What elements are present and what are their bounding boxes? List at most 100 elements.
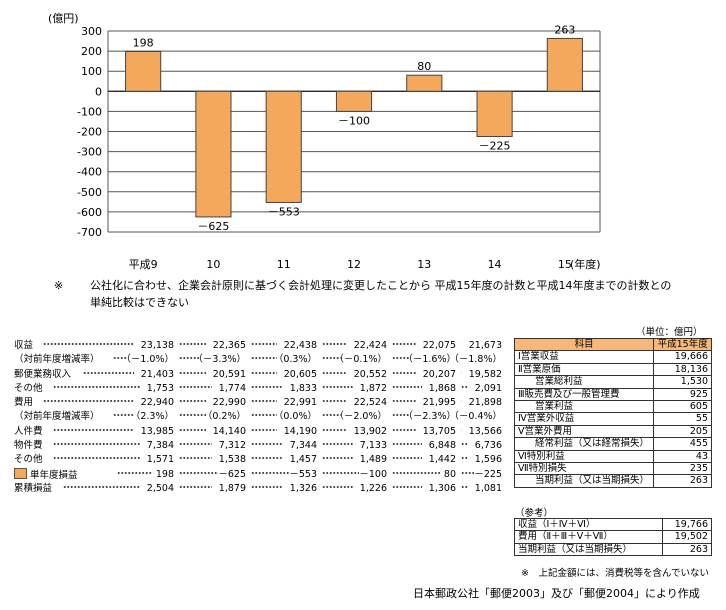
leader-dots: ・・・・・・・・・・・・・・・・・・・・・・・・・・・・・・ [389,340,416,351]
leader-dots: ・・・・・・・・・・・・・・・・・・・・・・・・・・・・・・ [114,468,152,480]
leader-dots: ・・・・・・・・・・・・・・・・・・・・・・・・・・・・・・ [458,340,462,351]
summary-row: 人件費・・・・・・・・・・・・・・・・・・・・・・・・・・・・・・13,985・… [14,425,506,439]
leader-dots: ・・・・・・・・・・・・・・・・・・・・・・・・・・・・・・ [50,454,140,466]
leader-dots: ・・・・・・・・・・・・・・・・・・・・・・・・・・・・・・ [319,354,341,366]
table-label-cell: 経常利益（又は経常損失） [513,437,655,451]
summary-cell: 2,091 [474,382,502,394]
leader-dots: ・・・・・・・・・・・・・・・・・・・・・・・・・・・・・・ [248,397,277,409]
summary-cell: 19,582 [468,368,502,380]
x-tick-label: 12 [347,258,361,271]
summary-cell: 13,985 [140,425,174,437]
summary-cell: （0.2%） [202,411,246,423]
bar [546,37,583,92]
summary-row-label: 人件費 [14,425,43,439]
summary-row-label-text: 費用 [14,397,34,409]
summary-cell: 1,833 [289,382,317,394]
summary-cell: 22,075 [422,340,456,351]
leader-dots: ・・・・・・・・・・・・・・・・・・・・・・・・・・・・・・ [176,468,218,480]
table-value-cell: 263 [661,542,713,557]
summary-cell: 2,504 [146,482,174,494]
reference-table: 収益（Ⅰ＋Ⅳ＋Ⅵ） 19,766 費用（Ⅱ＋Ⅲ＋Ⅴ＋Ⅶ） 19,502 当期利益（又は当… [514,517,713,557]
leader-dots: ・・・・・・・・・・・・・・・・・・・・・・・・・・・・・・ [40,340,134,351]
table-value-cell: 205 [653,424,712,439]
leader-dots: ・・・・・・・・・・・・・・・・・・・・・・・・・・・・・・ [176,440,212,452]
table-row: 当期利益（又は当期損失） 263 [514,542,713,557]
y-tick-label: -200 [77,126,102,139]
summary-cell: （－3.3%） [193,354,246,366]
y-tick-label: -300 [77,146,102,159]
table-label-cell: 費用（Ⅱ＋Ⅲ＋Ⅴ＋Ⅶ） [514,530,663,544]
table-value-cell: 605 [653,400,712,414]
summary-cell: 21,898 [468,397,502,409]
summary-cell: 7,312 [218,440,246,452]
leader-dots: ・・・・・・・・・・・・・・・・・・・・・・・・・・・・・・ [176,354,200,366]
leader-dots: ・・・・・・・・・・・・・・・・・・・・・・・・・・・・・・ [176,411,206,423]
summary-cell: （－1.8%） [449,354,502,366]
table-row: 当期利益（又は当期損失） 263 [513,474,712,488]
summary-row-label: 単年度損益 [14,467,78,483]
leader-dots: ・・・・・・・・・・・・・・・・・・・・・・・・・・・・・・ [176,425,206,437]
leader-dots: ・・・・・・・・・・・・・・・・・・・・・・・・・・・・・・ [389,468,440,480]
summary-cell: 13,902 [353,425,387,437]
leader-dots: ・・・・・・・・・・・・・・・・・・・・・・・・・・・・・・ [389,454,422,466]
summary-cell: 1,306 [428,482,456,494]
summary-cell: 14,140 [212,425,246,437]
leader-dots: ・・・・・・・・・・・・・・・・・・・・・・・・・・・・・・ [389,368,416,380]
summary-cell: （－1.0%） [121,354,174,366]
summary-row-label: （対前年度増減率） [14,353,100,367]
summary-row-label: 収益 [14,339,33,353]
table-value-cell: 19,666 [653,350,712,364]
summary-row-label: 費用 [14,396,33,410]
table-value-cell: 43 [653,449,712,464]
table-header-cell: 科目 [513,337,655,352]
table-row: Ⅲ販売費及び一般管理費 925 [513,387,712,402]
x-tick-label: 11 [277,258,291,271]
leader-dots: ・・・・・・・・・・・・・・・・・・・・・・・・・・・・・・ [176,482,212,494]
summary-cell: 7,133 [359,440,387,452]
summary-cell: 14,190 [283,425,317,437]
summary-cell: 13,566 [468,425,502,437]
summary-cell: 22,365 [212,340,246,351]
leader-dots: ・・・・・・・・・・・・・・・・・・・・・・・・・・・・・・ [319,340,347,351]
leader-dots: ・・・・・・・・・・・・・・・・・・・・・・・・・・・・・・ [319,368,347,380]
bar [335,90,373,112]
summary-row-label-text: 物件費 [14,440,43,452]
table-value-cell: 263 [653,474,712,488]
x-tick-label: 平成9 [129,258,158,271]
summary-cell: 23,138 [140,340,174,351]
value-label: 198 [133,37,154,50]
leader-dots: ・・・・・・・・・・・・・・・・・・・・・・・・・・・・・・ [176,454,212,466]
leader-dots: ・・・・・・・・・・・・・・・・・・・・・・・・・・・・・・ [389,354,410,366]
summary-cell: 20,552 [353,368,387,380]
summary-cell: 22,424 [353,340,387,351]
summary-cell: （－0.1%） [334,354,387,366]
leader-dots: ・・・・・・・・・・・・・・・・・・・・・・・・・・・・・・ [319,482,353,494]
summary-cell: （0.0%） [273,411,317,423]
leader-dots: ・・・・・・・・・・・・・・・・・・・・・・・・・・・・・・ [248,340,277,351]
summary-cell: 7,384 [146,440,174,452]
summary-cell: 13,705 [422,425,456,437]
x-tick-label: 13 [417,258,431,271]
summary-cell: 20,591 [212,368,246,380]
value-labels: 198 －625 －553 －100 80 －225 263 [133,23,576,232]
y-tick-label: -700 [77,226,102,239]
y-tick-label: -100 [77,105,102,118]
leader-dots: ・・・・・・・・・・・・・・・・・・・・・・・・・・・・・・ [110,354,128,366]
leader-dots: ・・・・・・・・・・・・・・・・・・・・・・・・・・・・・・ [319,397,347,409]
summary-row-label-text: （対前年度増減率） [14,354,100,366]
table-value-cell: 235 [653,462,712,476]
table-value-cell: 19,502 [661,530,713,544]
leader-dots: ・・・・・・・・・・・・・・・・・・・・・・・・・・・・・・ [319,425,347,437]
value-label: －553 [268,205,300,218]
y-axis-unit: (億円) [48,12,79,25]
leader-dots: ・・・・・・・・・・・・・・・・・・・・・・・・・・・・・・ [319,468,359,480]
summary-cell: 6,736 [474,440,502,452]
leader-dots: ・・・・・・・・・・・・・・・・・・・・・・・・・・・・・・ [389,397,416,409]
income-statement-table: 科目 平成15年度 Ⅰ営業収益 19,666 Ⅱ営業原価 18,136 営業総利益 1,530… [513,337,712,488]
value-label: 263 [554,23,575,36]
leader-dots: ・・・・・・・・・・・・・・・・・・・・・・・・・・・・・・ [110,411,134,423]
leader-dots: ・・・・・・・・・・・・・・・・・・・・・・・・・・・・・・ [248,468,289,480]
y-tick-label: -400 [77,166,102,179]
summary-cell: 1,489 [359,454,387,466]
x-tick-label: 15 [558,258,572,271]
